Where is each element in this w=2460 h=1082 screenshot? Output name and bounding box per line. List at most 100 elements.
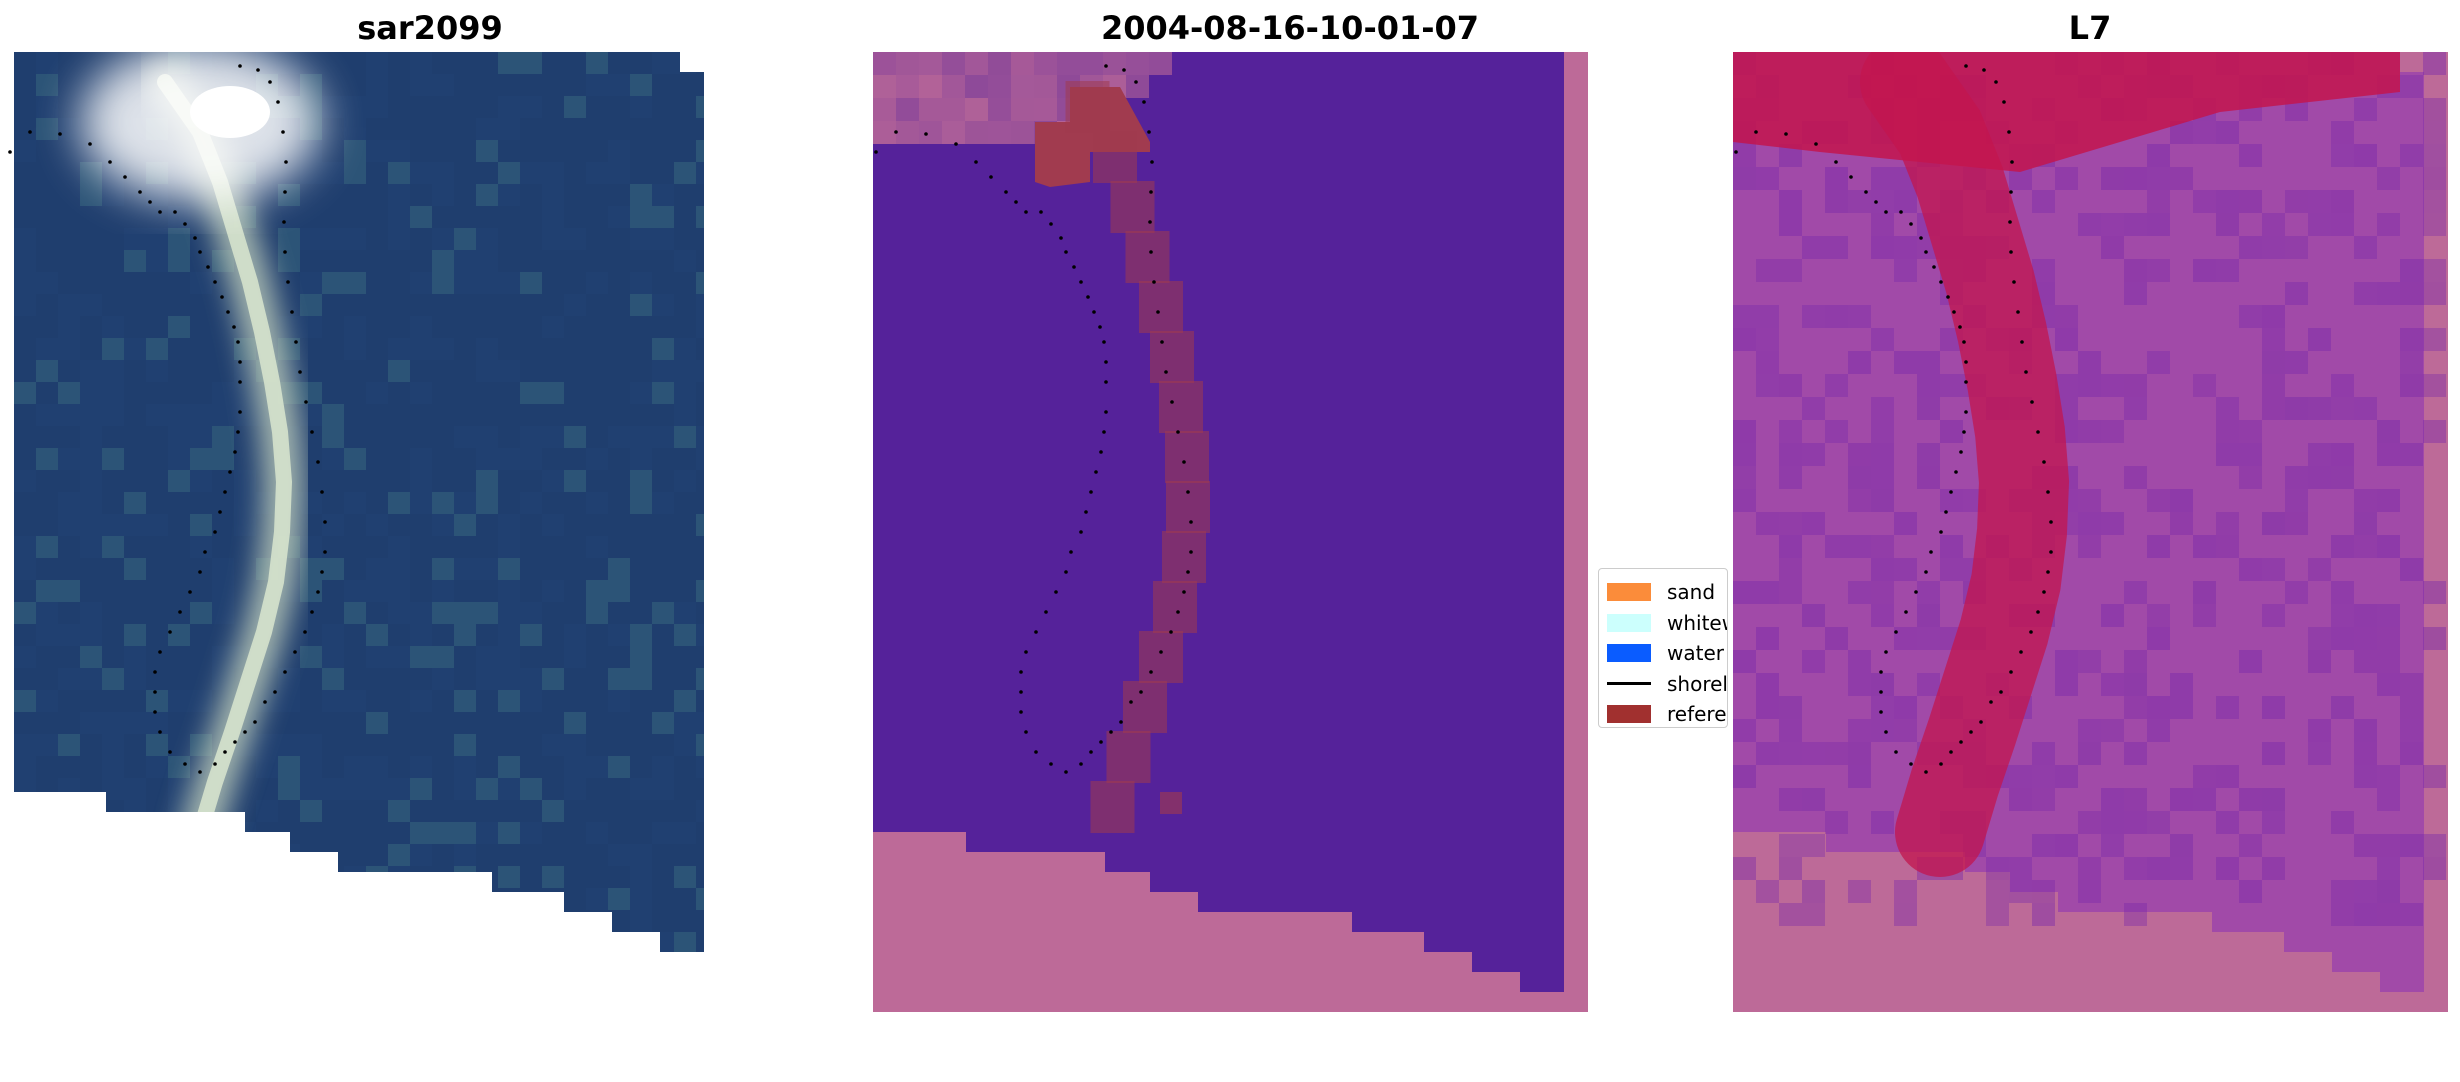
rgb-pixel <box>432 272 454 294</box>
idx-pixel <box>1940 535 1963 558</box>
idx-pixel <box>1871 466 1894 489</box>
rgb-pixel <box>14 272 36 294</box>
idx-pixel <box>2377 765 2400 788</box>
cls-arc-pixel <box>1110 181 1155 233</box>
idx-pixel <box>1756 880 1779 903</box>
idx-pixel <box>2101 236 2124 259</box>
rgb-pixel <box>58 778 80 800</box>
shoreline-point <box>1148 220 1152 224</box>
cls-pixel <box>1034 52 1057 75</box>
shoreline-point <box>1884 650 1888 654</box>
rgb-pixel <box>190 602 212 624</box>
idx-pixel <box>2400 696 2423 719</box>
idx-pixel <box>1848 650 1871 673</box>
idx-pixel <box>2124 811 2147 834</box>
idx-pixel <box>2377 903 2400 926</box>
rgb-pixel <box>652 712 674 734</box>
rgb-pixel <box>300 756 322 778</box>
rgb-pixel <box>102 404 124 426</box>
rgb-pixel <box>498 514 520 536</box>
rgb-pixel <box>36 734 58 756</box>
idx-pixel <box>2262 857 2285 880</box>
rgb-pixel <box>542 316 564 338</box>
rgb-pixel <box>542 932 564 952</box>
idx-pixel <box>1779 696 1802 719</box>
rgb-pixel <box>608 624 630 646</box>
rgb-pixel <box>388 492 410 514</box>
rgb-pixel <box>586 162 608 184</box>
shoreline-point <box>1849 175 1853 179</box>
idx-pixel <box>1756 328 1779 351</box>
idx-pixel <box>2262 236 2285 259</box>
idx-pixel <box>2262 374 2285 397</box>
rgb-pixel <box>630 778 652 800</box>
panel-title-classified: 2004-08-16-10-01-07 <box>1100 9 1480 47</box>
beach-arc-core <box>157 74 293 840</box>
rgb-pixel <box>696 514 704 536</box>
idx-pixel <box>2055 167 2078 190</box>
shoreline-point <box>293 650 297 654</box>
cls-pixel <box>1011 98 1034 121</box>
rgb-pixel <box>102 382 124 404</box>
rgb-pixel <box>168 206 190 228</box>
rgb-pixel <box>366 866 388 888</box>
idx-pixel <box>2078 420 2101 443</box>
idx-pixel <box>2147 144 2170 167</box>
rgb-pixel <box>322 690 344 712</box>
rgb-pixel <box>278 228 300 250</box>
rgb-pixel <box>432 558 454 580</box>
rgb-pixel <box>674 470 696 492</box>
cls-pixel <box>873 121 896 144</box>
rgb-pixel <box>432 338 454 360</box>
rgb-pixel <box>168 228 190 250</box>
idx-pixel <box>2124 673 2147 696</box>
rgb-pixel <box>102 338 124 360</box>
cls-pixel <box>1103 52 1126 75</box>
rgb-pixel <box>80 844 102 866</box>
idx-pixel <box>2354 880 2377 903</box>
idx-pixel <box>2262 351 2285 374</box>
idx-pixel <box>2078 489 2101 512</box>
shoreline-point <box>1944 510 1948 514</box>
shoreline-point <box>1099 740 1103 744</box>
idx-pixel <box>1894 880 1917 903</box>
idx-pixel <box>2009 788 2032 811</box>
rgb-pixel <box>586 448 608 470</box>
shoreline-point <box>1119 720 1123 724</box>
rgb-pixel <box>80 184 102 206</box>
idx-pixel <box>1940 489 1963 512</box>
rgb-pixel <box>388 580 410 602</box>
rgb-pixel <box>190 690 212 712</box>
idx-pixel <box>2377 282 2400 305</box>
rgb-pixel <box>36 800 58 822</box>
idx-pixel <box>2009 857 2032 880</box>
idx-pixel <box>2354 144 2377 167</box>
rgb-pixel <box>146 228 168 250</box>
idx-pixel <box>2377 443 2400 466</box>
idx-pixel <box>2147 627 2170 650</box>
rgb-pixel <box>344 162 366 184</box>
rgb-pixel <box>36 52 58 74</box>
shoreline-point <box>198 250 202 254</box>
idx-pixel <box>2055 673 2078 696</box>
idx-pixel <box>2285 489 2308 512</box>
rgb-pixel <box>14 602 36 624</box>
rgb-pixel <box>696 316 704 338</box>
idx-pixel <box>1779 558 1802 581</box>
rgb-pixel <box>674 404 696 426</box>
idx-pixel <box>2078 857 2101 880</box>
rgb-pixel <box>36 118 58 140</box>
idx-pixel <box>1733 328 1756 351</box>
shoreline-point <box>924 132 928 136</box>
idx-pixel <box>2147 351 2170 374</box>
idx-pixel <box>2262 696 2285 719</box>
idx-pixel <box>2377 673 2400 696</box>
idx-pixel <box>2331 144 2354 167</box>
rgb-pixel <box>14 294 36 316</box>
rgb-pixel <box>476 250 498 272</box>
rgb-pixel <box>410 778 432 800</box>
idx-pixel <box>1779 420 1802 443</box>
cls-pixel <box>919 52 942 75</box>
rgb-pixel <box>542 800 564 822</box>
